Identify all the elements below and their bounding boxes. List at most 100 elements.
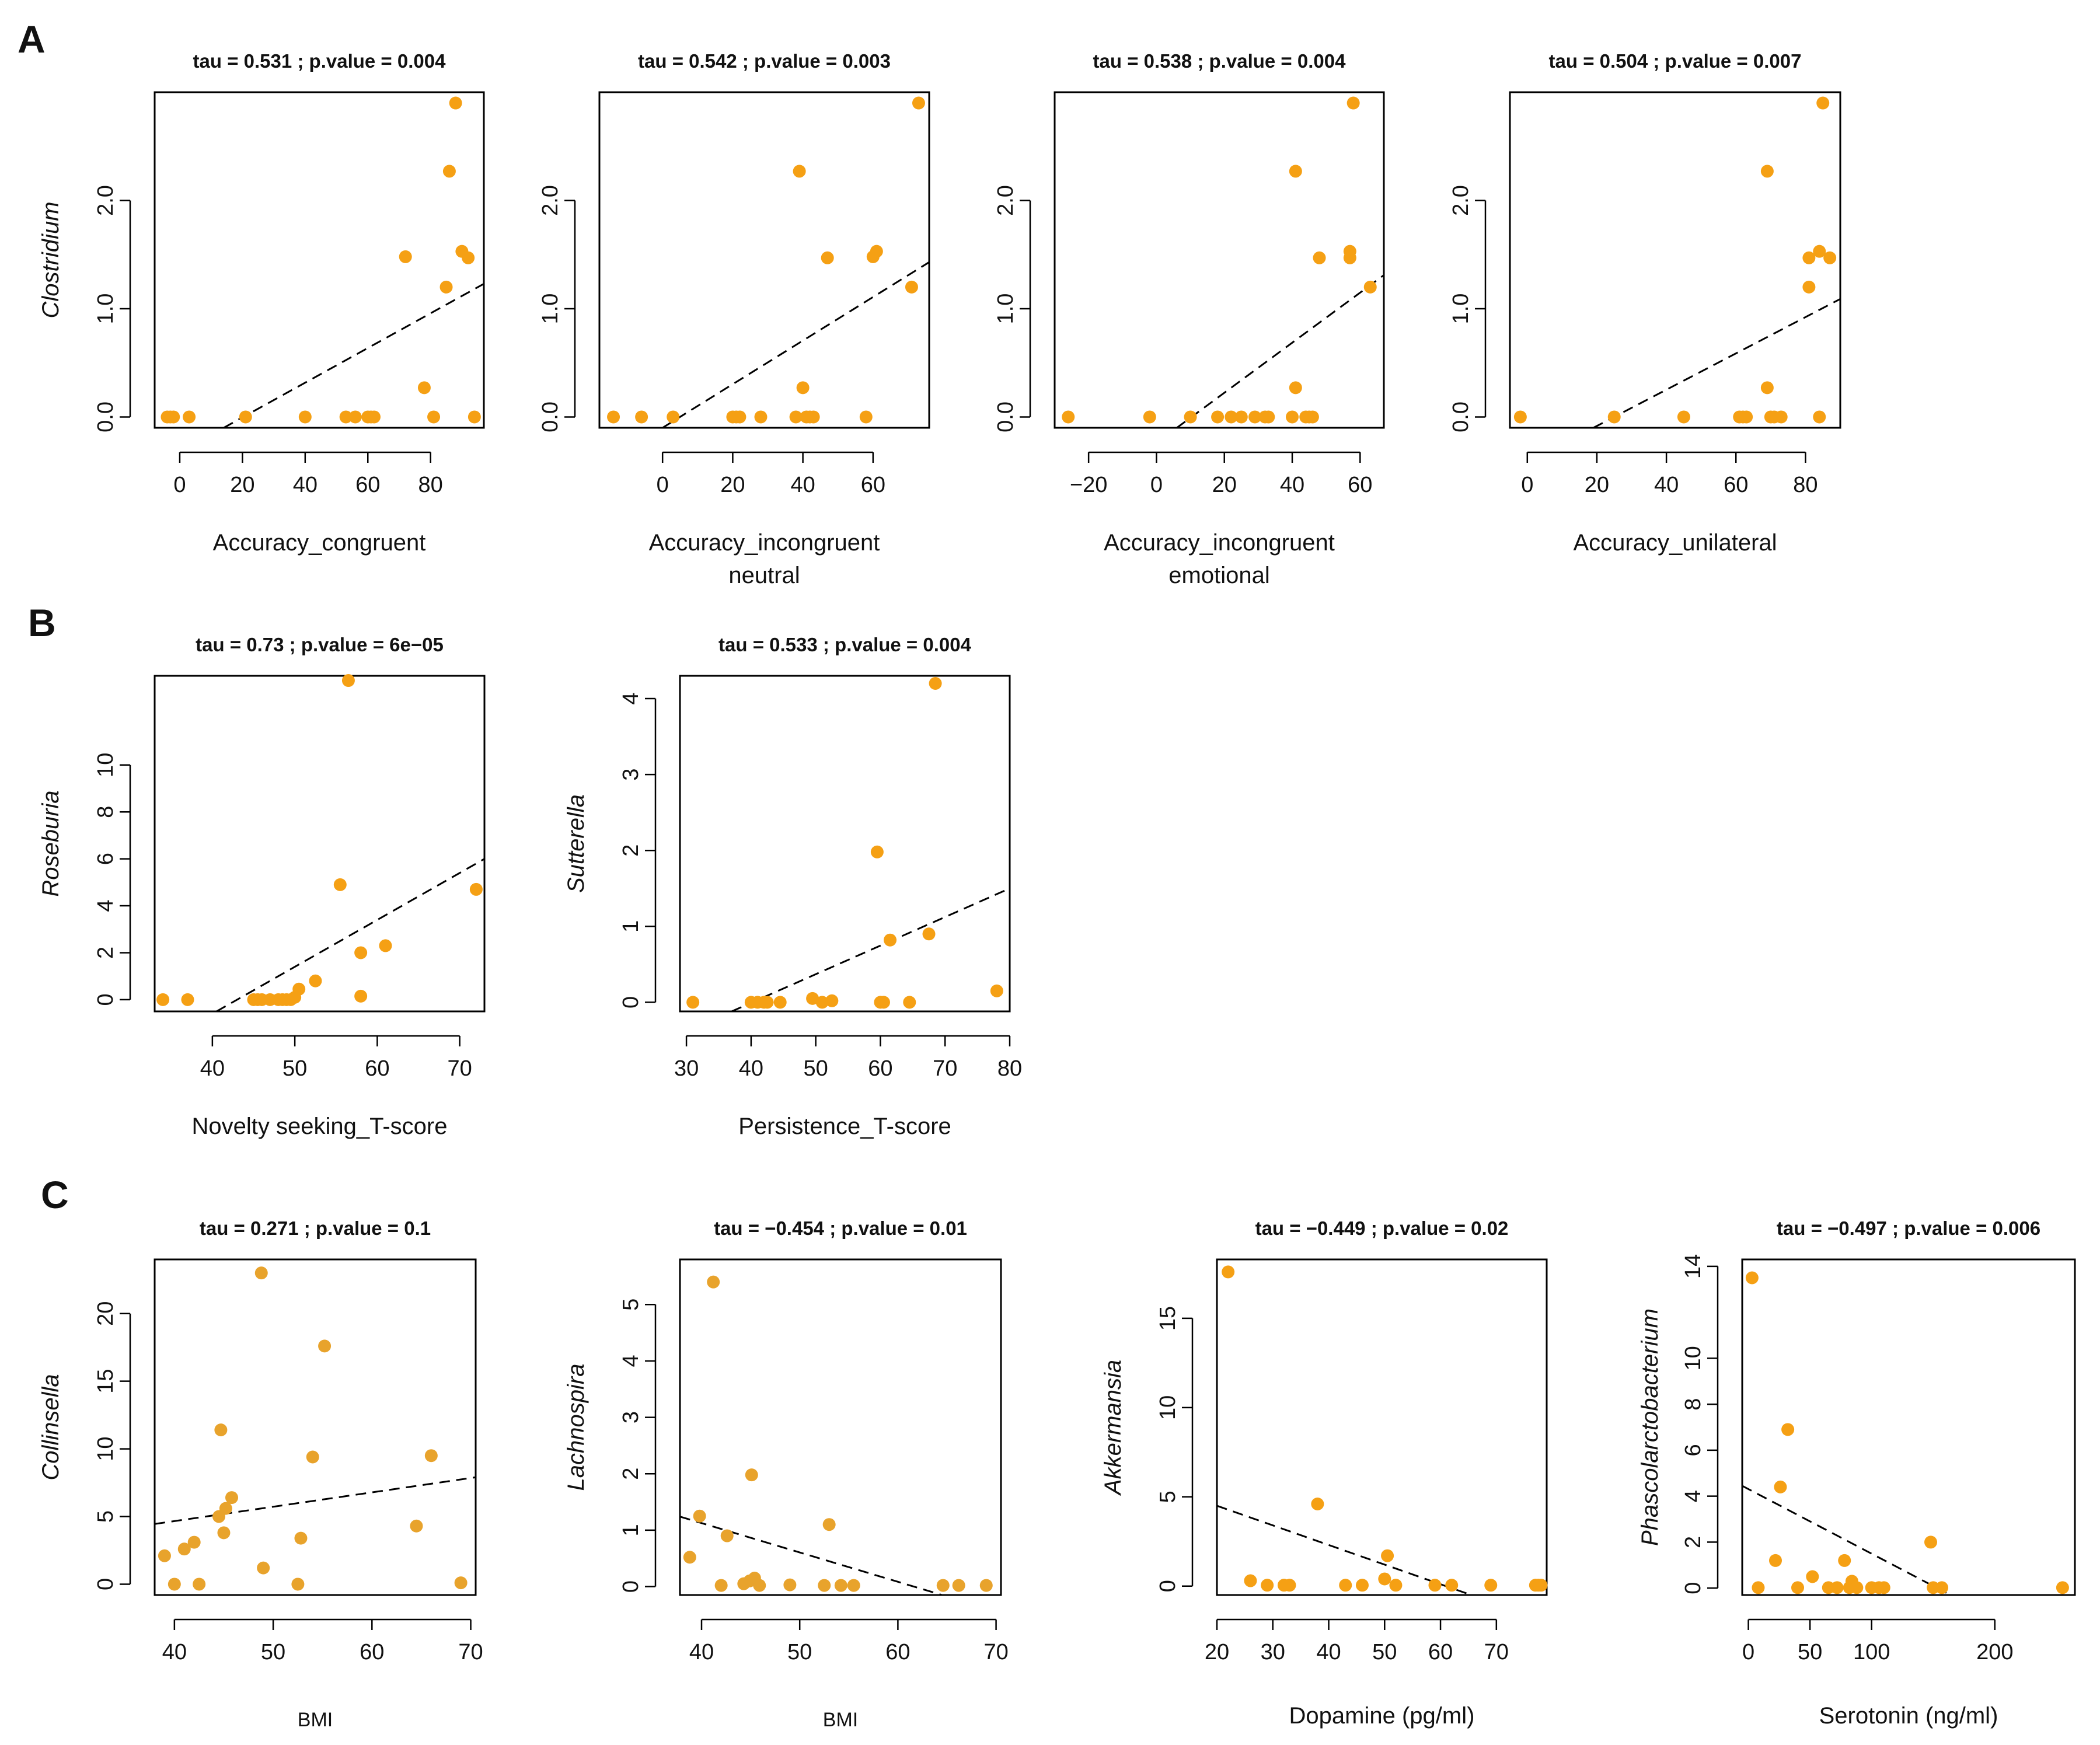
x-tick-label: 20 [720,473,745,497]
data-point [333,878,347,891]
data-point [1823,251,1837,264]
y-tick-label: 5 [619,1299,643,1311]
y-tick-label: 0 [93,993,118,1006]
data-point [1311,1498,1324,1511]
data-point [1677,410,1690,424]
x-tick-label: 50 [1372,1640,1397,1664]
y-tick-label: 14 [1681,1254,1705,1279]
x-tick-label: 60 [1724,473,1748,497]
data-point [936,1579,950,1592]
plot-title: tau = 0.73 ; p.value = 6e−05 [196,634,444,655]
data-point [667,410,680,424]
y-tick-label: 1 [619,1524,643,1536]
data-point [607,410,620,424]
regression-line [662,261,930,429]
data-point [1877,1581,1890,1594]
data-point [1346,96,1360,110]
data-point [912,96,925,110]
y-tick-label: 2 [619,844,643,857]
panel-letter-b: B [28,601,56,644]
x-tick-label: 70 [1484,1640,1509,1664]
x-axis-label: Accuracy_congruent [213,530,426,556]
data-point [807,410,820,424]
x-axis-label: Accuracy_incongruent [1104,530,1335,556]
data-point [1752,1581,1765,1594]
data-point [183,410,196,424]
data-point [773,996,787,1009]
data-point [884,933,897,947]
data-point [870,845,884,858]
data-point [1760,165,1774,178]
y-tick-label: 10 [93,1436,118,1461]
data-point [635,410,648,424]
data-point [341,674,355,687]
plot-title: tau = 0.504 ; p.value = 0.007 [1549,50,1802,72]
y-tick-label: 1.0 [1449,294,1473,324]
y-tick-label: 1.0 [538,294,563,324]
data-point [707,1275,720,1289]
x-axis-label: Accuracy_incongruent [649,530,880,556]
y-tick-label: 0 [1681,1582,1705,1594]
x-tick-label: 70 [458,1640,483,1664]
regression-line [731,887,1010,1013]
data-point [219,1502,232,1515]
data-point [427,410,441,424]
data-point [815,996,829,1009]
data-point [1740,410,1753,424]
x-tick-label: 50 [282,1056,307,1081]
data-point [1262,410,1275,424]
x-tick-label: 60 [1428,1640,1453,1664]
y-tick-label: 1 [619,920,643,933]
data-point [1211,410,1225,424]
x-axis-label: BMI [298,1709,333,1731]
data-point [187,1535,201,1549]
data-point [859,410,873,424]
y-tick-label: 15 [93,1369,118,1394]
y-tick-label: 1.0 [93,294,118,324]
y-axis-label: Clostridium [38,201,64,318]
data-point [424,1449,438,1463]
data-point [1343,251,1356,264]
data-point [239,410,252,424]
y-tick-label: 8 [93,806,118,818]
data-point [1143,410,1156,424]
data-point [368,410,381,424]
data-point [294,1531,308,1545]
plot-frame [1509,91,1841,429]
x-tick-label: 60 [365,1056,389,1081]
data-point [158,1549,171,1562]
data-point [417,381,431,395]
data-point [468,410,481,424]
data-point [952,1579,965,1592]
x-tick-label: 40 [739,1056,763,1081]
data-point [410,1519,423,1533]
plot-a3: tau = 0.538 ; p.value = 0.004 −20 0 20 40 60 0… [993,50,1385,588]
data-point [469,882,483,896]
x-tick-label: 20 [1205,1640,1229,1664]
plot-title: tau = −0.449 ; p.value = 0.02 [1255,1217,1509,1239]
y-tick-label: 2.0 [993,185,1018,216]
panel-letter-a: A [18,18,46,61]
data-point [1760,381,1774,395]
data-point [1445,1579,1459,1592]
data-point [1534,1579,1548,1592]
x-tick-label: 50 [787,1640,812,1664]
y-tick-label: 0 [1156,1580,1180,1592]
y-tick-label: 15 [1156,1306,1180,1331]
data-point [1935,1581,1948,1594]
x-axis-label: Novelty seeking_T-score [192,1114,448,1139]
data-point [922,927,936,941]
data-point [1355,1579,1369,1592]
data-point [1286,410,1299,424]
data-point [1225,410,1238,424]
data-point [733,410,746,424]
y-tick-label: 0.0 [993,402,1018,432]
data-point [1381,1549,1394,1562]
plot-frame [679,675,1011,1013]
x-tick-label: 100 [1853,1640,1890,1664]
plot-title: tau = 0.271 ; p.value = 0.1 [200,1217,431,1239]
data-point [1378,1572,1391,1586]
